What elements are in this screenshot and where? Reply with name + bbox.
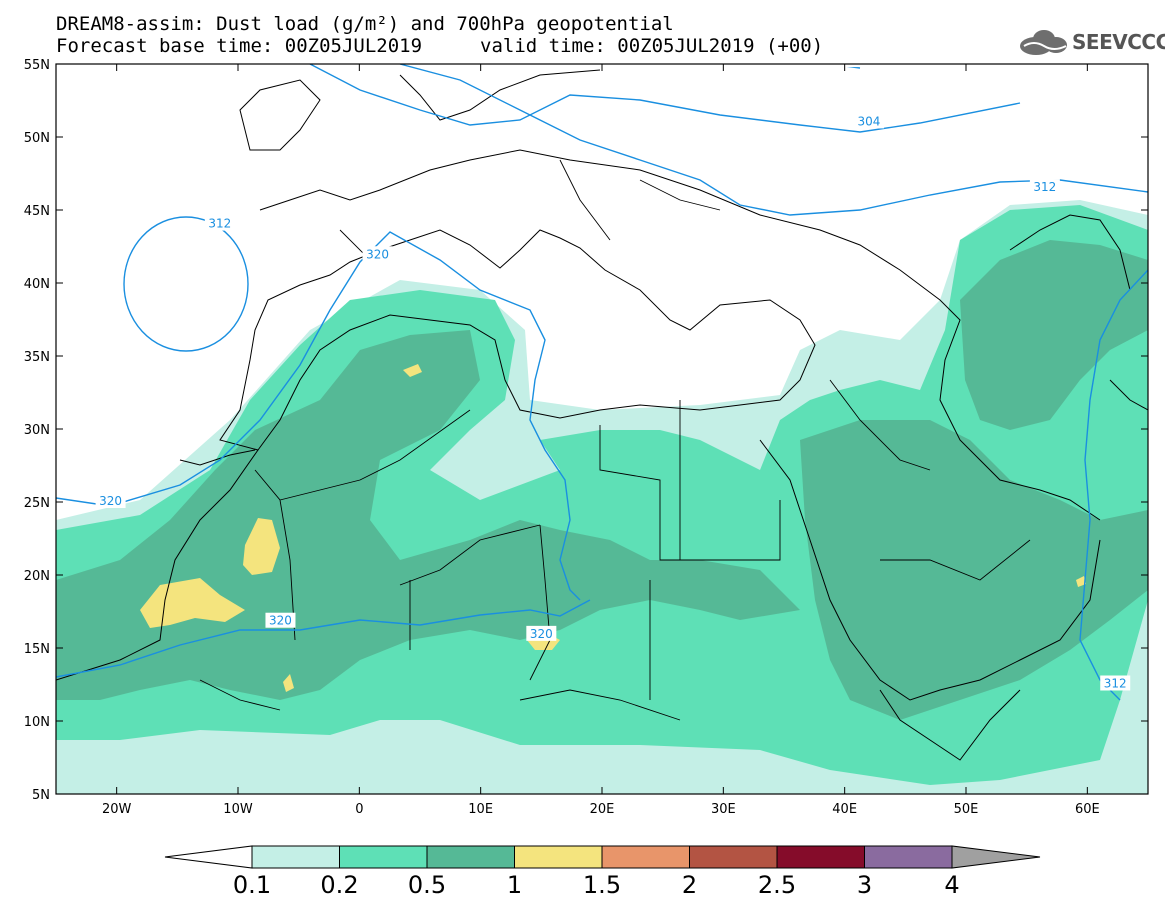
lat-tick-label: 50N — [24, 131, 50, 146]
lon-tick-label: 20W — [102, 802, 132, 817]
colorbar-under-arrow — [164, 845, 253, 869]
lon-tick-label: 0 — [355, 802, 363, 817]
colorbar-segment — [601, 845, 690, 869]
contour-label-bg — [362, 246, 393, 262]
contour-label: 320 — [269, 614, 292, 628]
dust-level-1 — [140, 364, 1086, 692]
colorbar-label: 1 — [506, 871, 523, 899]
contour-label-bg — [95, 493, 126, 508]
lat-tick-label: 5N — [32, 788, 50, 803]
contour-label: 304 — [857, 114, 880, 128]
colorbar-segment — [514, 845, 603, 869]
lat-tick-label: 40N — [24, 277, 50, 292]
contour-label: 312 — [208, 217, 231, 231]
colorbar-segment — [426, 845, 515, 869]
contour-label: 312 — [1033, 180, 1056, 194]
contour-label: 320 — [366, 247, 389, 261]
longitude-ticks: 20W 10W 0 10E 20E 30E 40E 50E 60E — [102, 64, 1100, 817]
contour-label-bg — [853, 113, 884, 129]
contour-label-bg — [526, 625, 557, 641]
colorbar-label: 4 — [944, 871, 960, 899]
colorbar-segment — [776, 845, 865, 869]
lat-tick-label: 10N — [24, 715, 50, 730]
contour-label: 312 — [1104, 677, 1127, 691]
colorbar-label: 0.5 — [407, 871, 447, 899]
lat-tick-label: 45N — [24, 204, 50, 219]
contour-label-bg — [204, 215, 235, 231]
country-borders — [199, 159, 1031, 721]
dust-level-0-5 — [56, 240, 1148, 720]
colorbar-over-arrow — [951, 845, 1041, 869]
lat-tick-label: 15N — [24, 642, 50, 657]
lon-tick-label: 10W — [223, 802, 253, 817]
lat-tick-label: 30N — [24, 423, 50, 438]
contour-label-bg — [1100, 675, 1131, 691]
colorbar — [164, 845, 1041, 869]
valid-time: valid time: 00Z05JUL2019 (+00) — [480, 35, 824, 57]
lon-tick-label: 50E — [954, 802, 979, 817]
colorbar-label: 2.5 — [757, 871, 797, 899]
lon-tick-label: 30E — [711, 802, 736, 817]
map-title: DREAM8-assim: Dust load (g/m²) and 700hP… — [56, 13, 674, 35]
colorbar-label: 2 — [681, 871, 698, 899]
lon-tick-label: 40E — [832, 802, 857, 817]
colorbar-label: 0.2 — [320, 871, 359, 899]
lon-tick-label: 60E — [1075, 802, 1100, 817]
contour-label: 320 — [530, 627, 553, 641]
colorbar-segment — [689, 845, 778, 869]
lat-tick-label: 20N — [24, 569, 50, 584]
contour-label-bg — [265, 612, 296, 628]
lat-tick-label: 55N — [24, 58, 50, 73]
contour-label: 320 — [99, 494, 122, 508]
colorbar-label: 0.1 — [232, 871, 272, 899]
lat-tick-label: 25N — [24, 496, 50, 511]
colorbar-label: 1.5 — [582, 871, 622, 899]
lon-tick-label: 20E — [590, 802, 615, 817]
colorbar-label: 3 — [856, 871, 873, 899]
forecast-base-time: Forecast base time: 00Z05JUL2019 — [56, 35, 423, 57]
logo-text: SEEVCCC — [1072, 30, 1165, 54]
lat-tick-label: 35N — [24, 350, 50, 365]
coastlines — [56, 69, 1148, 761]
lon-tick-label: 10E — [468, 802, 493, 817]
contour-label-bg — [1029, 179, 1060, 195]
colorbar-segment — [339, 845, 428, 869]
latitude-ticks: 5N 10N 15N 20N 25N 30N 35N 40N 45N 50N 55N — [24, 58, 1148, 803]
colorbar-segment — [251, 845, 340, 869]
cloud-icon — [1020, 30, 1067, 55]
colorbar-segment — [864, 845, 953, 869]
